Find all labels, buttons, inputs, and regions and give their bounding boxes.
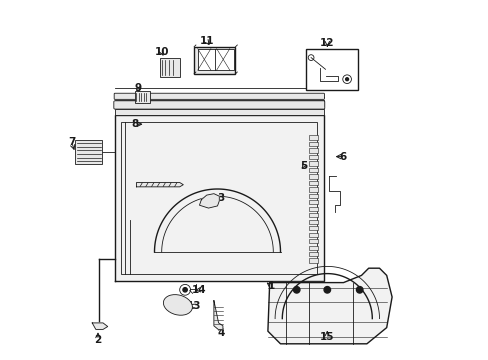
Bar [75, 140, 102, 164]
Text: 10: 10 [154, 47, 169, 57]
Bar [309, 220, 318, 224]
Text: 6: 6 [339, 152, 346, 162]
FancyBboxPatch shape [114, 93, 324, 99]
Polygon shape [92, 323, 107, 329]
Bar [121, 122, 317, 274]
Bar [160, 58, 179, 77]
Bar [197, 49, 233, 70]
Bar [309, 135, 318, 140]
Text: 14: 14 [192, 285, 206, 295]
Bar [309, 233, 318, 237]
Bar [309, 142, 318, 146]
Text: 1: 1 [267, 281, 275, 291]
Bar [305, 49, 357, 90]
Text: 13: 13 [186, 301, 201, 311]
Bar [309, 148, 318, 153]
Text: 7: 7 [68, 137, 75, 147]
Text: 11: 11 [199, 36, 214, 46]
Bar [309, 181, 318, 185]
Bar [309, 174, 318, 179]
Text: 5: 5 [300, 161, 307, 171]
Bar [309, 258, 318, 263]
Polygon shape [115, 115, 323, 281]
Bar [115, 109, 323, 115]
Text: 2: 2 [94, 335, 102, 345]
Polygon shape [199, 194, 219, 208]
Bar [309, 246, 318, 250]
Bar [309, 213, 318, 217]
Circle shape [293, 287, 299, 293]
Text: 9: 9 [135, 83, 142, 93]
Circle shape [183, 288, 187, 292]
Bar [194, 47, 235, 74]
Circle shape [356, 287, 362, 293]
Bar [309, 161, 318, 166]
Polygon shape [267, 268, 391, 344]
Bar [309, 239, 318, 243]
Text: 8: 8 [131, 119, 138, 129]
Text: 3: 3 [217, 193, 224, 203]
Bar [309, 187, 318, 192]
Circle shape [345, 78, 348, 81]
Bar [309, 168, 318, 172]
Polygon shape [136, 183, 183, 187]
Bar [309, 207, 318, 211]
Text: 4: 4 [217, 328, 224, 338]
Text: 12: 12 [319, 38, 334, 48]
Polygon shape [213, 301, 223, 329]
FancyBboxPatch shape [114, 101, 324, 109]
Bar [309, 226, 318, 230]
Circle shape [324, 287, 330, 293]
Bar [309, 200, 318, 204]
Ellipse shape [163, 294, 192, 315]
Bar [134, 91, 149, 103]
Bar [309, 252, 318, 256]
Bar [309, 194, 318, 198]
Bar [309, 155, 318, 159]
Bar [115, 100, 323, 106]
Text: 15: 15 [319, 332, 334, 342]
